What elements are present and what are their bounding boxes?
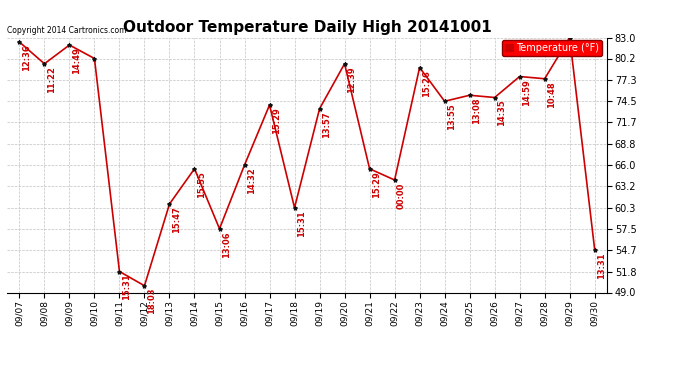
Point [439,98,450,104]
Legend: Temperature (°F): Temperature (°F) [502,40,602,56]
Text: 14:59: 14:59 [522,79,531,105]
Point [314,106,325,112]
Point [64,42,75,48]
Text: 12:36: 12:36 [22,44,31,71]
Text: 14:35: 14:35 [497,100,506,126]
Point [289,205,300,211]
Text: 15:29: 15:29 [272,107,281,134]
Point [514,74,525,80]
Point [114,268,125,274]
Text: 15:26: 15:26 [422,70,431,97]
Text: 11:22: 11:22 [47,66,56,93]
Text: 13:06: 13:06 [222,231,231,258]
Text: 10:48: 10:48 [547,81,556,108]
Text: 15:29: 15:29 [372,171,381,198]
Point [214,226,225,232]
Point [339,61,350,67]
Text: 13:55: 13:55 [447,104,456,130]
Point [39,61,50,67]
Point [139,283,150,289]
Text: 15:31: 15:31 [297,210,306,237]
Text: 18:03: 18:03 [147,288,156,315]
Text: 12:39: 12:39 [347,66,356,93]
Point [489,94,500,100]
Text: 13:08: 13:08 [472,98,481,124]
Text: 15:47: 15:47 [172,206,181,233]
Title: Outdoor Temperature Daily High 20141001: Outdoor Temperature Daily High 20141001 [123,20,491,35]
Point [89,56,100,62]
Point [414,64,425,70]
Text: 15:31: 15:31 [122,274,131,300]
Point [464,92,475,98]
Point [189,166,200,172]
Text: 15:55: 15:55 [197,171,206,198]
Text: 00:00: 00:00 [397,182,406,209]
Text: 14:49: 14:49 [72,47,81,74]
Text: 13:57: 13:57 [322,111,331,138]
Text: Copyright 2014 Cartronics.com: Copyright 2014 Cartronics.com [7,26,126,35]
Text: 14:32: 14:32 [247,167,256,194]
Point [239,162,250,168]
Point [589,247,600,253]
Point [164,201,175,207]
Point [14,39,25,45]
Text: 13:31: 13:31 [598,252,607,279]
Point [564,34,575,40]
Point [364,166,375,172]
Point [264,102,275,108]
Point [389,177,400,183]
Point [539,76,550,82]
